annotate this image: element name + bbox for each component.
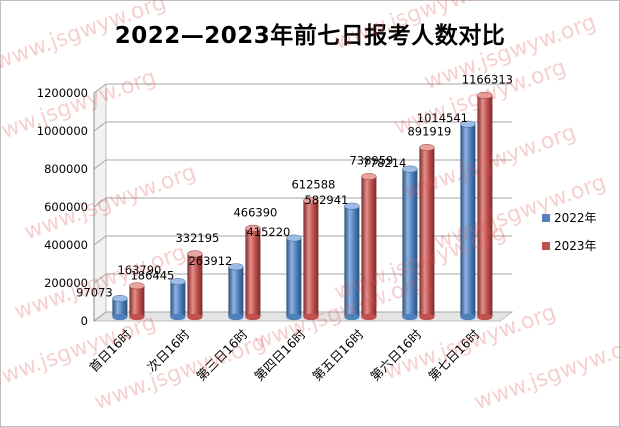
data-label: 263912: [188, 254, 232, 268]
gridline-side: [93, 159, 107, 170]
gridline-side: [93, 83, 107, 94]
legend-swatch: [542, 242, 550, 250]
bar-base: [245, 313, 261, 321]
gridline-side: [93, 197, 107, 208]
bar-top: [170, 278, 186, 285]
data-label: 891919: [407, 124, 451, 138]
bar: [460, 124, 476, 317]
bar-top: [228, 263, 244, 271]
bar-base: [477, 313, 493, 321]
x-tick-label: 首日16时: [86, 326, 135, 375]
bar: [187, 253, 203, 317]
legend-swatch: [542, 214, 550, 222]
data-label: 778214: [362, 156, 406, 170]
bar: [361, 176, 377, 317]
data-label: 186445: [130, 269, 174, 283]
y-tick-label: 0: [81, 314, 88, 328]
bar: [245, 228, 261, 317]
x-tick-label: 第四日16时: [251, 326, 309, 384]
bar: [228, 266, 244, 317]
data-label: 1014541: [417, 111, 468, 125]
data-label: 612588: [291, 178, 335, 192]
data-label: 738959: [349, 154, 393, 168]
bar: [419, 147, 435, 317]
bar-base: [460, 313, 476, 321]
bar-top: [460, 120, 476, 128]
bar-top: [187, 250, 203, 258]
bar-base: [361, 313, 377, 321]
bar-top: [477, 91, 493, 99]
data-label: 163790: [117, 263, 161, 277]
chart-title: 2022—2023年前七日报考人数对比: [114, 23, 506, 49]
y-tick-label: 600000: [44, 200, 88, 214]
bar: [112, 298, 128, 317]
bar-base: [286, 313, 302, 321]
bar-base: [344, 313, 360, 321]
bar-base: [303, 313, 319, 321]
x-tick-label: 第五日16时: [309, 326, 367, 384]
bar-top: [344, 202, 360, 210]
y-tick-label: 1000000: [37, 124, 88, 138]
bar: [286, 238, 302, 317]
gridline-side: [93, 311, 107, 322]
data-label: 582941: [304, 193, 348, 207]
bar-top: [361, 173, 377, 180]
bar-top: [303, 197, 319, 205]
y-tick-label: 800000: [44, 162, 88, 176]
bar-top: [402, 165, 418, 173]
x-tick-label: 次日16时: [144, 326, 193, 375]
bar-top: [112, 295, 128, 302]
y-tick-label: 200000: [44, 276, 88, 290]
bar-base: [170, 313, 186, 321]
bar-base: [402, 313, 418, 321]
data-label: 415220: [246, 225, 290, 239]
bar-base: [419, 313, 435, 321]
x-tick-label: 第六日16时: [367, 326, 425, 384]
data-label: 332195: [175, 231, 219, 245]
bar: [170, 281, 186, 317]
bar-top: [419, 144, 435, 151]
bar-base: [112, 313, 128, 321]
bar: [402, 169, 418, 317]
gridline-side: [93, 235, 107, 246]
bar: [129, 285, 145, 317]
bar: [477, 95, 493, 317]
data-label: 97073: [76, 286, 113, 300]
bar-base: [187, 313, 203, 321]
x-tick-label: 第三日16时: [193, 326, 251, 384]
bar-top: [129, 282, 145, 290]
bar-top: [286, 234, 302, 242]
data-label: 1166313: [462, 72, 513, 86]
data-label: 466390: [233, 205, 277, 219]
y-tick-label: 400000: [44, 238, 88, 252]
gridline-side: [93, 121, 107, 132]
bar-base: [228, 313, 244, 321]
x-tick-label: 第七日16时: [425, 326, 483, 384]
bar-top: [245, 224, 261, 232]
floor: [92, 311, 514, 322]
bar-base: [129, 313, 145, 321]
y-tick-label: 1200000: [37, 86, 88, 100]
bar: [303, 200, 319, 317]
legend-label: 2022年: [554, 211, 597, 225]
bar: [344, 206, 360, 317]
gridline-side: [93, 273, 107, 284]
legend-label: 2023年: [554, 239, 597, 253]
